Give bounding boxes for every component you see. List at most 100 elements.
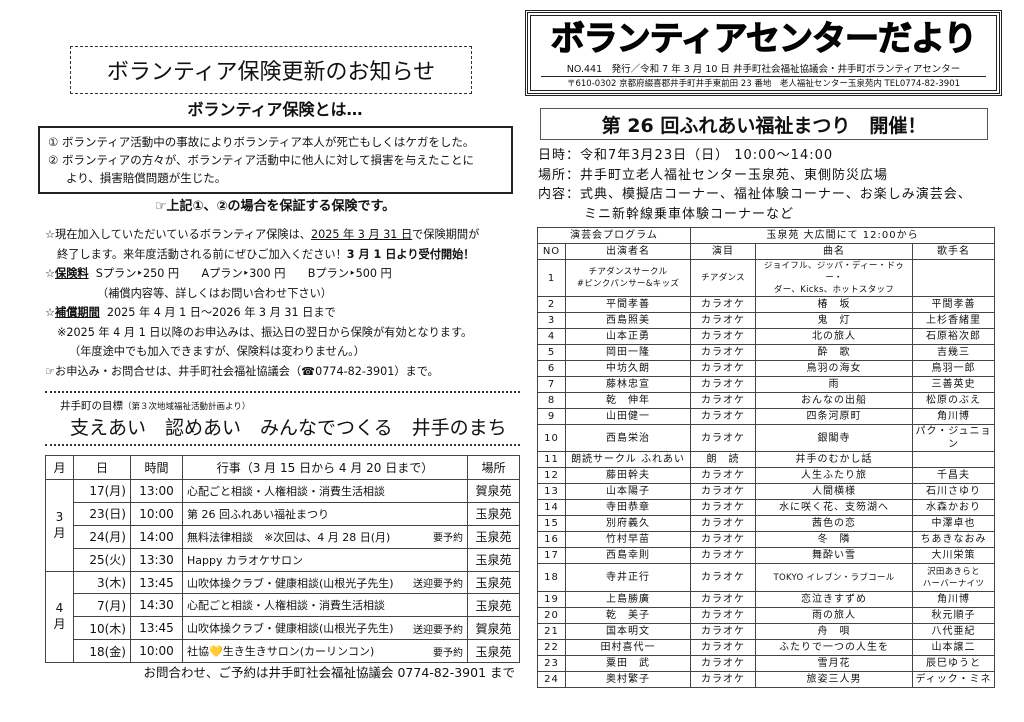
col-time: 時間	[130, 455, 183, 480]
song-cell: ふたりで一つの人生を	[755, 639, 914, 656]
act-cell: カラオケ	[690, 344, 757, 361]
act-cell: カラオケ	[690, 515, 757, 532]
singer-cell: 松原のぶえ	[912, 392, 995, 409]
act-cell: カラオケ	[690, 376, 757, 393]
performer-cell: 竹村早苗	[564, 531, 692, 548]
day-cell: 10(木)	[73, 616, 131, 641]
singer-cell: 平間孝善	[912, 296, 995, 313]
singer-cell: 八代亜紀	[912, 623, 995, 640]
schedule-row: 18(金) 10:00 社協💛生き生きサロン(カーリンコン) 要予約 玉泉苑	[46, 639, 520, 664]
performer-cell: 西島照美	[564, 312, 692, 329]
no-cell: 14	[537, 499, 566, 516]
act-cell: カラオケ	[690, 623, 757, 640]
singer-cell: 角川博	[912, 591, 995, 608]
event-name: 心配ごと相談・人権相談・消費生活相談	[187, 484, 385, 498]
no-cell: 23	[537, 655, 566, 672]
program-row: 15 別府義久 カラオケ 茜色の恋 中澤卓也	[537, 515, 995, 532]
no-cell: 21	[537, 623, 566, 640]
left-column: ボランティア保険更新のお知らせ ボランティア保険とは… ① ボランティア活動中の…	[30, 46, 520, 681]
song-cell: 北の旅人	[755, 328, 914, 345]
guarantee-note: ☞上記①、②の場合を保証する保険です。	[154, 199, 396, 214]
day-cell: 18(金)	[73, 639, 131, 664]
no-cell: 6	[537, 360, 566, 377]
schedule-row: 25(火) 13:30 Happy カラオケサロン 玉泉苑	[46, 547, 520, 572]
program-row: 13 山本陽子 カラオケ 人間横様 石川さゆり	[537, 483, 995, 500]
performer-cell: 山本正勇	[564, 328, 692, 345]
no-cell: 16	[537, 531, 566, 548]
case-2: ② ボランティアの方々が、ボランティア活動中に他人に対して損害を与えたことに	[48, 153, 475, 167]
col-singer: 歌手名	[912, 243, 995, 260]
song-cell: 舟 唄	[755, 623, 914, 640]
event-note: 送迎要予約	[413, 579, 463, 590]
no-cell: 11	[537, 451, 566, 468]
program-venue: 玉泉苑 大広間にて 12:00から	[690, 227, 995, 244]
place-cell: 玉泉苑	[467, 501, 520, 526]
singer-cell: 石川さゆり	[912, 483, 995, 500]
no-cell: 1	[537, 259, 566, 297]
act-cell: カラオケ	[690, 531, 757, 548]
program-row: 5 岡田一隆 カラオケ酔 歌吉幾三	[537, 344, 995, 361]
time-cell: 13:45	[130, 570, 183, 595]
schedule-row: 3月 17(月) 13:00 心配ごと相談・人権相談・消費生活相談 賀泉苑	[45, 479, 520, 572]
time-cell: 13:45	[130, 616, 183, 641]
time-cell: 13:30	[130, 547, 183, 572]
song-cell: 人生ふたり旅	[755, 467, 914, 484]
singer-cell: 石原裕次郎	[912, 328, 995, 345]
program-title: 演芸会プログラム	[536, 227, 692, 244]
place-cell: 玉泉苑	[467, 570, 520, 595]
song-cell: 井手のむかし話	[755, 451, 914, 468]
time-cell: 10:00	[130, 501, 183, 526]
goal-slogan: 支えあい 認めあい みんなでつくる 井手のまち	[70, 417, 507, 439]
start-notice: 3 月 1 日より受付開始！	[346, 247, 475, 261]
event-wrap: 山吹体操クラブ・健康相談(山根光子先生) 送迎要予約	[187, 620, 463, 636]
performer-cell: 西島栄治	[564, 424, 692, 452]
performer-cell: 山田健一	[564, 408, 692, 425]
col-act: 演目	[690, 243, 757, 260]
act-cell: カラオケ	[690, 671, 757, 688]
performer-cell: 岡田一隆	[564, 344, 692, 361]
event-wrap: 心配ごと相談・人権相談・消費生活相談	[187, 597, 463, 613]
no-cell: 20	[537, 607, 566, 624]
divider	[45, 444, 520, 446]
act-cell: カラオケ	[690, 312, 757, 329]
event-name: 山吹体操クラブ・健康相談(山根光子先生)	[187, 622, 394, 636]
schedule-table: 月 日 時間 行事（3 月 15 日から 4 月 20 日まで） 場所 3月 17…	[45, 455, 520, 664]
event-cell: 山吹体操クラブ・健康相談(山根光子先生) 送迎要予約	[182, 616, 468, 641]
col-performer: 出演者名	[564, 243, 692, 260]
no-cell: 8	[537, 392, 566, 409]
song-cell: 酔 歌	[755, 344, 914, 361]
text: 終了します。来年度活動される前にぜひご加入ください！	[57, 247, 347, 261]
issue-info: NO.441 発行／令和 7 年 3 月 10 日 井手町社会福祉協議会・井手町…	[541, 63, 986, 77]
singer-cell: 三善英史	[912, 376, 995, 393]
festival-content: 内容：式典、模擬店コーナー、福祉体験コーナー、お楽しみ演芸会、	[538, 187, 972, 202]
expiry-date: 2025 年 3 月 31 日	[311, 228, 413, 241]
song-cell: 雪月花	[755, 655, 914, 672]
schedule-row: 23(日) 10:00 第 26 回ふれあい福祉まつり 玉泉苑	[46, 501, 520, 526]
event-cell: 山吹体操クラブ・健康相談(山根光子先生) 送迎要予約	[182, 570, 468, 595]
program-row: 1 チアダンスサークル #ピンクパンサー&キッズ チアダンス ジョイフル、ジッパ・ディ…	[537, 259, 995, 297]
event-name: 山吹体操クラブ・健康相談(山根光子先生)	[187, 576, 394, 590]
act-cell: カラオケ	[690, 360, 757, 377]
place-cell: 賀泉苑	[467, 616, 520, 641]
text: で保険期間が	[412, 228, 480, 241]
program-row: 22 田村喜代一 カラオケ ふたりで一つの人生を 山本譲二	[537, 639, 995, 656]
period-label: 補償期間	[55, 306, 100, 319]
event-name: 第 26 回ふれあい福祉まつり	[187, 507, 329, 521]
song-cell: TOKYO イレブン・ラブコール	[755, 563, 914, 592]
no-cell: 7	[537, 376, 566, 393]
no-cell: 15	[537, 515, 566, 532]
singer-cell: 鳥羽一郎	[912, 360, 995, 377]
program-row: 4 山本正勇 カラオケ 北の旅人 石原裕次郎	[537, 328, 995, 345]
song-cell: 鳥羽の海女	[755, 360, 914, 377]
performer-cell: 乾 美子	[564, 607, 692, 624]
no-cell: 2	[537, 296, 566, 313]
act-cell: カラオケ	[690, 424, 757, 452]
program-row: 2 平間孝善 カラオケ椿 坂平間孝善	[537, 296, 995, 313]
performer-cell: 奥村繁子	[564, 671, 692, 688]
act-cell: カラオケ	[690, 328, 757, 345]
program-row: 3 西島照美 カラオケ鬼 灯上杉香緒里	[537, 312, 995, 329]
song-cell: 水に咲く花、支笏湖へ	[755, 499, 914, 516]
insurance-cases-box: ① ボランティア活動中の事故によりボランティア本人が死亡もしくはケガをした。 ②…	[38, 126, 513, 194]
singer-cell: パク・ジュニョン	[912, 424, 995, 452]
no-cell: 9	[537, 408, 566, 425]
